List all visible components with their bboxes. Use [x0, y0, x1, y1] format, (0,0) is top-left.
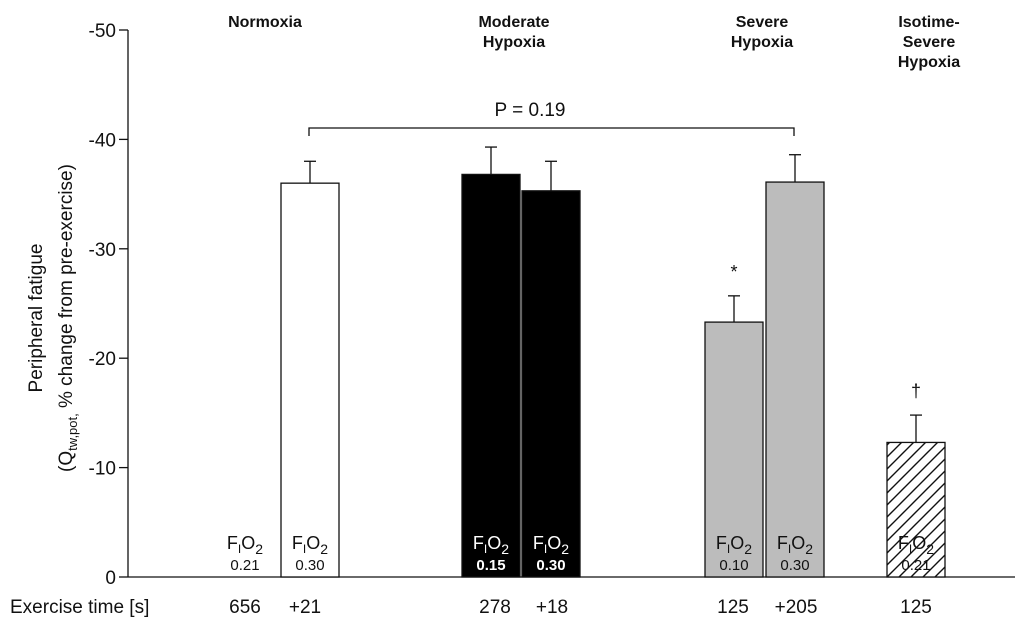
fio2-o: O [730, 533, 744, 553]
fio2-o: O [306, 533, 320, 553]
y-tick-label: -50 [89, 21, 116, 42]
fio2-label: FIO2 [533, 533, 569, 557]
fio2-f: F [473, 533, 484, 553]
fio2-num: 2 [561, 541, 569, 557]
exercise-time-value: +18 [536, 597, 568, 618]
y-tick-label: -40 [89, 130, 116, 151]
bar [765, 181, 825, 578]
fio2-label: FIO2 [777, 533, 813, 557]
y-axis-label-subscript: tw,pot, [65, 413, 80, 451]
significance-marker: * [730, 262, 737, 282]
group-title: Hypoxia [731, 34, 793, 51]
fio2-sub: I [788, 542, 791, 556]
group-title: Isotime- [898, 14, 959, 31]
fio2-f: F [292, 533, 303, 553]
fio2-num: 2 [320, 541, 328, 557]
exercise-time-label: Exercise time [s] [10, 597, 149, 618]
fio2-f: F [777, 533, 788, 553]
fio2-label: FIO2 [227, 533, 263, 557]
fio2-o: O [487, 533, 501, 553]
fio2-value: 0.30 [295, 557, 324, 574]
y-axis-label-line1: Peripheral fatigue [26, 244, 47, 393]
fio2-num: 2 [805, 541, 813, 557]
fio2-f: F [898, 533, 909, 553]
group-title: Moderate [478, 14, 549, 31]
bracket-label: P = 0.19 [495, 100, 566, 121]
fio2-o: O [912, 533, 926, 553]
exercise-time-value: 278 [479, 597, 511, 618]
fio2-value: 0.10 [719, 557, 748, 574]
fio2-label: FIO2 [292, 533, 328, 557]
fio2-value: 0.21 [230, 557, 259, 574]
axes: 0 -10 -20 -30 -40 -50 [89, 21, 1015, 589]
fio2-f: F [227, 533, 238, 553]
bar [704, 321, 764, 578]
exercise-time-value: +21 [289, 597, 321, 618]
y-tick-label: -20 [89, 349, 116, 370]
group-title: Hypoxia [898, 54, 960, 71]
y-axis-label-sub: (Qtw,pot, % change from pre-exercise) [56, 164, 80, 472]
bars: FIO20.30FIO20.15FIO20.30FIO20.10*FIO20.3… [227, 146, 946, 578]
fio2-label: FIO2 [898, 533, 934, 557]
bar [461, 173, 521, 578]
fio2-o: O [547, 533, 561, 553]
exercise-time-row: Exercise time [s] 656 +21 278 +18 125 +205 125 [10, 597, 932, 618]
fio2-value: 0.15 [476, 557, 505, 574]
fio2-num: 2 [926, 541, 934, 557]
group-title: Severe [736, 14, 789, 31]
bar [280, 182, 340, 578]
exercise-time-value: 125 [900, 597, 932, 618]
fio2-sub: I [484, 542, 487, 556]
fio2-label: FIO2 [473, 533, 509, 557]
y-axis-label-suffix: % change from pre-exercise) [56, 164, 77, 413]
fio2-f: F [533, 533, 544, 553]
exercise-time-value: +205 [775, 597, 818, 618]
fio2-label: FIO2 [716, 533, 752, 557]
fio2-sub: I [727, 542, 730, 556]
group-titles: Normoxia Moderate Hypoxia Severe Hypoxia Isot… [228, 14, 960, 71]
bracket-line [308, 127, 795, 136]
fio2-value: 0.30 [536, 557, 565, 574]
y-tick-label: -10 [89, 459, 116, 480]
exercise-time-value: 656 [229, 597, 261, 618]
bar [886, 441, 946, 578]
fio2-value: 0.30 [780, 557, 809, 574]
fio2-value: 0.21 [901, 557, 930, 574]
fio2-o: O [791, 533, 805, 553]
group-title: Normoxia [228, 14, 302, 31]
exercise-time-value: 125 [717, 597, 749, 618]
significance-marker: † [911, 381, 921, 401]
fio2-num: 2 [255, 541, 263, 557]
fio2-num: 2 [744, 541, 752, 557]
significance-bracket: P = 0.19 [308, 100, 795, 136]
fio2-sub: I [544, 542, 547, 556]
fio2-sub: I [238, 542, 241, 556]
fio2-num: 2 [501, 541, 509, 557]
group-title: Severe [903, 34, 956, 51]
fio2-sub: I [303, 542, 306, 556]
y-tick-label: 0 [105, 568, 116, 589]
bar [521, 190, 581, 578]
fio2-o: O [241, 533, 255, 553]
fio2-sub: I [909, 542, 912, 556]
y-tick-label: -30 [89, 240, 116, 261]
fio2-f: F [716, 533, 727, 553]
y-axis-label: Peripheral fatigue [26, 244, 47, 393]
group-title: Hypoxia [483, 34, 545, 51]
y-axis-label-prefix: (Q [56, 451, 77, 472]
